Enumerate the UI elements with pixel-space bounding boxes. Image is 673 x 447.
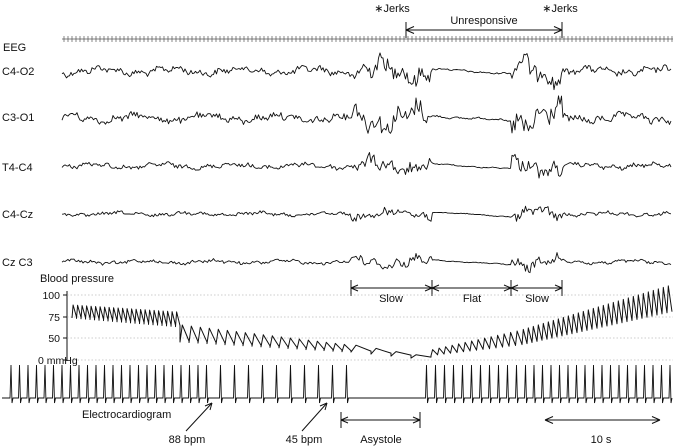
blood-pressure-label: Blood pressure bbox=[40, 273, 114, 285]
eeg-trace-c4-cz bbox=[61, 205, 672, 222]
eeg-channel-label-4: C4-Cz bbox=[2, 209, 33, 221]
phase-label-slow-1: Slow bbox=[379, 293, 403, 305]
unresponsive-interval-arrow bbox=[405, 22, 563, 38]
eeg-channel-label-1: C4-O2 bbox=[2, 66, 34, 78]
rate-arrow-45 bbox=[301, 402, 328, 432]
eeg-trace-c4-o2 bbox=[61, 52, 672, 91]
bp-tick-50: 50 bbox=[48, 333, 60, 345]
eeg-trace-c3-o1 bbox=[61, 95, 672, 134]
bp-tick-100: 100 bbox=[42, 290, 60, 302]
ecg-rate-label-1: 88 bpm bbox=[169, 434, 206, 446]
asystole-interval-arrow bbox=[340, 412, 421, 428]
eeg-channel-label-2: C3-O1 bbox=[2, 112, 34, 124]
rate-arrow-88 bbox=[185, 402, 213, 432]
eeg-section-label: EEG bbox=[3, 42, 26, 54]
jerks-label-left: ∗Jerks bbox=[374, 3, 410, 15]
jerks-label-right: ∗Jerks bbox=[542, 3, 578, 15]
eeg-channel-label-3: T4-C4 bbox=[2, 162, 33, 174]
ecg-label: Electrocardiogram bbox=[82, 409, 171, 421]
blood-pressure-trace bbox=[71, 285, 673, 359]
time-ruler-ticks bbox=[63, 36, 673, 42]
ecg-rate-label-2: 45 bpm bbox=[286, 434, 323, 446]
time-scale-bar bbox=[544, 416, 661, 424]
phase-label-slow-2: Slow bbox=[525, 293, 549, 305]
eeg-trace-t4-c4 bbox=[61, 152, 672, 179]
unresponsive-label: Unresponsive bbox=[450, 15, 517, 27]
bp-tick-75: 75 bbox=[48, 312, 60, 324]
time-scale-label: 10 s bbox=[591, 434, 612, 446]
eeg-phase-brackets bbox=[350, 280, 563, 296]
bp-tick-0: 0 mmHg bbox=[38, 355, 78, 367]
eeg-trace-cz-c3 bbox=[61, 252, 672, 274]
eeg-channel-label-5: Cz C3 bbox=[2, 257, 33, 269]
phase-label-flat: Flat bbox=[463, 293, 481, 305]
ecg-trace bbox=[2, 364, 673, 404]
asystole-label: Asystole bbox=[360, 434, 402, 446]
